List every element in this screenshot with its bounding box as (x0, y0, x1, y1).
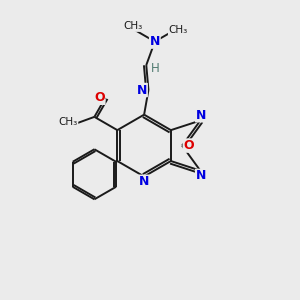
Text: CH₃: CH₃ (169, 25, 188, 35)
Text: O: O (94, 91, 105, 104)
Text: N: N (196, 109, 206, 122)
Text: O: O (183, 139, 194, 152)
Text: CH₃: CH₃ (123, 21, 142, 31)
Text: N: N (196, 169, 206, 182)
Text: H: H (151, 61, 160, 74)
Text: CH₃: CH₃ (58, 116, 78, 127)
Text: N: N (150, 35, 160, 48)
Text: N: N (137, 83, 147, 97)
Text: N: N (139, 175, 149, 188)
